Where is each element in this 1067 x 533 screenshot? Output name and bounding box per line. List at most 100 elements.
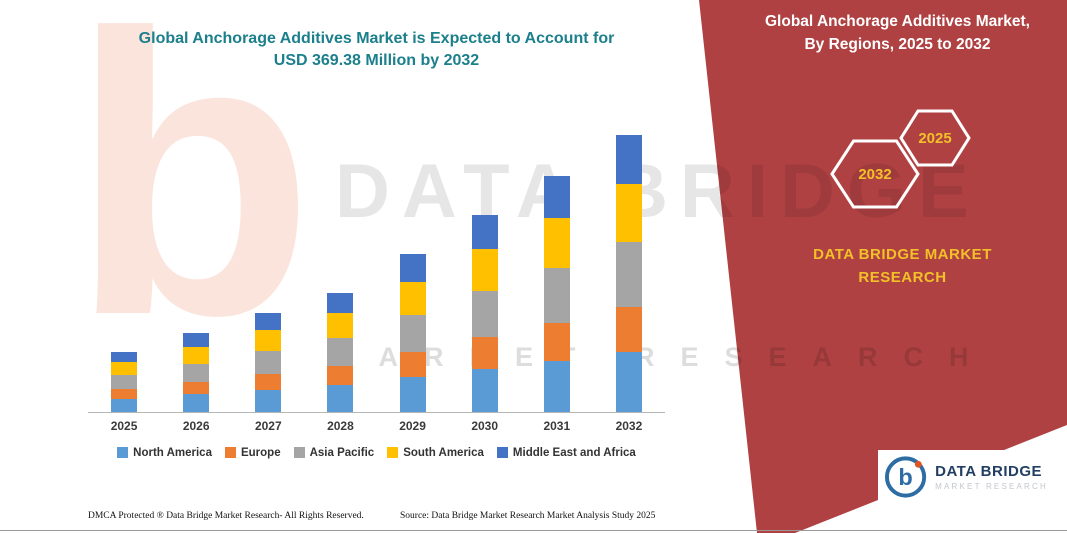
hexagon-2032 xyxy=(830,139,920,209)
hexagon-badges: 2032 2025 xyxy=(830,109,971,209)
bar-segment-europe[interactable] xyxy=(111,389,138,399)
x-axis-label: 2027 xyxy=(254,418,282,433)
x-axis-label: 2030 xyxy=(471,418,499,433)
bar-segment-asia-pacific[interactable] xyxy=(111,375,138,390)
legend-item[interactable]: Europe xyxy=(224,446,281,459)
bar-segment-south-america[interactable] xyxy=(255,330,282,352)
bar-segment-north-america[interactable] xyxy=(255,389,282,412)
legend-item[interactable]: North America xyxy=(117,447,212,459)
legend-label: Middle East and Africa xyxy=(512,446,636,459)
legend-item[interactable]: South America xyxy=(387,447,484,459)
bar-slot xyxy=(449,133,521,412)
bar-segment-europe[interactable] xyxy=(471,336,498,369)
bar-segment-middle-east-and-africa[interactable] xyxy=(183,333,210,348)
hexagon-2032-label: 2032 xyxy=(858,166,891,183)
x-axis-label: 2031 xyxy=(543,418,571,433)
legend-label: Europe xyxy=(240,446,281,459)
bar-segment-europe[interactable] xyxy=(543,322,570,361)
bar-segment-middle-east-and-africa[interactable] xyxy=(543,175,570,218)
bar-segment-middle-east-and-africa[interactable] xyxy=(471,214,498,250)
bar-segment-north-america[interactable] xyxy=(327,385,354,412)
legend-item[interactable]: Asia Pacific xyxy=(293,446,375,459)
bar-segment-north-america[interactable] xyxy=(399,377,426,412)
chart-column: Global Anchorage Additives Market is Exp… xyxy=(88,28,665,459)
legend-swatch xyxy=(496,447,508,459)
legend-label: Asia Pacific xyxy=(309,446,375,459)
bar-segment-asia-pacific[interactable] xyxy=(543,267,570,323)
bar-segment-middle-east-and-africa[interactable] xyxy=(399,253,426,283)
bar-segment-middle-east-and-africa[interactable] xyxy=(615,134,642,184)
legend-swatch xyxy=(293,447,305,459)
bar-segment-south-america[interactable] xyxy=(399,282,426,316)
svg-text:b: b xyxy=(898,464,912,490)
bar-segment-south-america[interactable] xyxy=(471,249,498,292)
bar-segment-asia-pacific[interactable] xyxy=(327,338,354,366)
bar-segment-north-america[interactable] xyxy=(471,369,498,412)
legend: North America Europe Asia Pacific South Ame… xyxy=(88,447,665,459)
chart-title: Global Anchorage Additives Market is Exp… xyxy=(88,28,665,73)
bar-slot xyxy=(377,133,449,412)
hexagon-2025-label: 2025 xyxy=(918,130,951,147)
stacked-bar-2025[interactable] xyxy=(111,351,138,412)
x-axis-label: 2032 xyxy=(615,418,643,433)
legend-item[interactable]: Middle East and Africa xyxy=(496,446,636,459)
dmca-notice: DMCA Protected ® Data Bridge Market Rese… xyxy=(88,511,364,521)
bar-segment-europe[interactable] xyxy=(399,351,426,378)
stacked-bar-2026[interactable] xyxy=(183,333,210,412)
legend-swatch xyxy=(387,447,399,459)
bar-segment-south-america[interactable] xyxy=(615,183,642,243)
bar-slot xyxy=(304,133,376,412)
bar-segment-south-america[interactable] xyxy=(543,217,570,268)
bar-segment-europe[interactable] xyxy=(327,366,354,386)
x-axis-label: 2028 xyxy=(327,418,354,433)
bottom-divider xyxy=(0,530,1067,531)
panel-heading-line2: By Regions, 2025 to 2032 xyxy=(804,36,991,54)
bar-segment-middle-east-and-africa[interactable] xyxy=(255,312,282,331)
legend-label: North America xyxy=(133,446,212,459)
bar-segment-europe[interactable] xyxy=(255,374,282,390)
x-axis-label: 2029 xyxy=(399,418,426,433)
logo-subtitle: MARKET RESEARCH xyxy=(935,482,1048,491)
chart-title-line2: USD 369.38 Million by 2032 xyxy=(273,52,480,70)
data-bridge-logo: b DATA BRIDGE MARKET RESEARCH xyxy=(878,450,1054,504)
bar-segment-middle-east-and-africa[interactable] xyxy=(327,292,354,313)
bar-segment-north-america[interactable] xyxy=(111,398,138,412)
bar-segment-asia-pacific[interactable] xyxy=(615,242,642,307)
panel-heading: Global Anchorage Additives Market, By Re… xyxy=(740,10,1055,57)
bar-segment-asia-pacific[interactable] xyxy=(183,363,210,382)
bar-segment-south-america[interactable] xyxy=(327,312,354,339)
stacked-bar-2030[interactable] xyxy=(471,214,498,412)
bar-segment-north-america[interactable] xyxy=(615,351,642,412)
bar-segment-europe[interactable] xyxy=(615,306,642,352)
hexagon-2025 xyxy=(899,109,971,167)
legend-swatch xyxy=(117,447,129,459)
stacked-bar-2032[interactable] xyxy=(615,134,642,412)
bar-slot xyxy=(593,133,665,412)
stacked-bar-2029[interactable] xyxy=(399,253,426,412)
x-axis-label: 2025 xyxy=(110,418,138,433)
bar-segment-europe[interactable] xyxy=(183,381,210,395)
x-axis-label: 2026 xyxy=(182,418,210,433)
stacked-bar-2027[interactable] xyxy=(255,312,282,412)
bar-segment-south-america[interactable] xyxy=(111,362,138,376)
stacked-bar-2028[interactable] xyxy=(327,292,354,412)
bar-segment-middle-east-and-africa[interactable] xyxy=(111,351,138,363)
plot-area xyxy=(88,133,665,413)
bar-segment-north-america[interactable] xyxy=(543,360,570,412)
bar-segment-south-america[interactable] xyxy=(183,347,210,364)
logo-text: DATA BRIDGE MARKET RESEARCH xyxy=(935,463,1048,491)
bar-segment-north-america[interactable] xyxy=(183,394,210,412)
bar-segment-asia-pacific[interactable] xyxy=(471,291,498,337)
bar-slot xyxy=(160,133,232,412)
bar-segment-asia-pacific[interactable] xyxy=(255,351,282,375)
data-bridge-b-icon: b xyxy=(884,456,927,498)
source-notice: Source: Data Bridge Market Research Mark… xyxy=(400,511,656,521)
legend-swatch xyxy=(224,447,236,459)
logo-name: DATA BRIDGE xyxy=(935,463,1043,480)
bar-slot xyxy=(88,133,160,412)
bar-slot xyxy=(232,133,304,412)
bar-segment-asia-pacific[interactable] xyxy=(399,315,426,352)
stacked-bar-2031[interactable] xyxy=(543,175,570,412)
